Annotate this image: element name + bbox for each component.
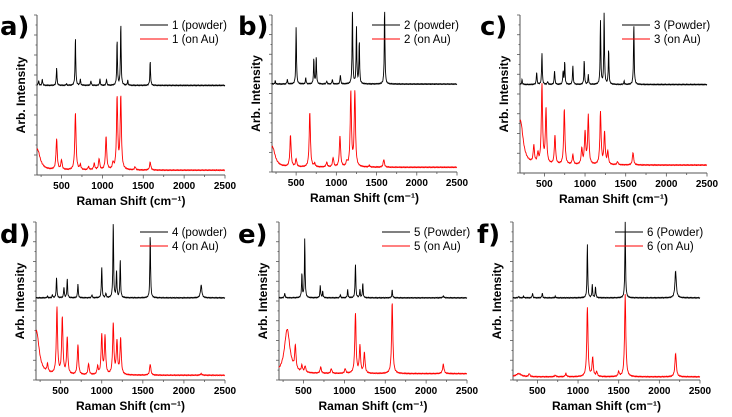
x-tick-label: 1000 xyxy=(325,178,348,189)
panel-d: d) 500 1000 1500 2000 2500 Raman Shift (cm⁻¹) A… xyxy=(0,220,237,413)
legend-entry: 5 (on Au) xyxy=(414,241,461,253)
x-axis-title: Raman Shift (cm⁻¹) xyxy=(76,194,185,208)
legend-entry: 6 (Powder) xyxy=(647,227,703,239)
x-tick-label: 2000 xyxy=(648,386,671,397)
legend-entry: 3 (Powder) xyxy=(654,20,710,32)
panel-label: e) xyxy=(238,220,268,250)
legend-entry: 5 (Powder) xyxy=(414,227,470,239)
x-axis-title: Raman Shift (cm⁻¹) xyxy=(318,399,427,413)
x-tick-label: 2500 xyxy=(214,386,237,397)
x-tick-label: 500 xyxy=(529,386,546,397)
spectrum-line-powder xyxy=(519,12,708,86)
x-tick-label: 1500 xyxy=(374,386,397,397)
x-tick-label: 1000 xyxy=(574,179,597,190)
y-axis-title: Arb. Intensity xyxy=(497,55,511,132)
panel-b: b) 500 1000 1500 2000 2500 Raman Shift (cm⁻¹) A… xyxy=(238,11,469,205)
x-tick-label: 2000 xyxy=(173,386,196,397)
panel-label: b) xyxy=(238,12,269,42)
spectrum-line-powder xyxy=(36,25,226,87)
spectrum-line-on-au xyxy=(35,306,226,377)
x-tick-label: 1500 xyxy=(615,179,638,190)
panel-label: d) xyxy=(0,220,31,250)
y-axis-title: Arb. Intensity xyxy=(249,55,263,132)
panel-label: f) xyxy=(477,220,500,250)
legend-entry: 1 (powder) xyxy=(172,20,227,32)
x-tick-label: 500 xyxy=(288,178,305,189)
legend-entry: 2 (on Au) xyxy=(404,34,451,46)
spectrum-line-on-au xyxy=(512,294,701,379)
spectrum-line-on-au xyxy=(519,83,708,167)
x-tick-label: 2000 xyxy=(406,178,429,189)
legend-entry: 4 (powder) xyxy=(172,227,227,239)
x-tick-label: 2500 xyxy=(696,179,719,190)
x-tick-label: 2500 xyxy=(446,178,469,189)
x-axis-title: Raman Shift (cm⁻¹) xyxy=(76,399,185,413)
y-axis-title: Arb. Intensity xyxy=(256,262,270,339)
x-tick-label: 1500 xyxy=(365,178,388,189)
x-tick-label: 500 xyxy=(295,386,312,397)
legend-entry: 4 (on Au) xyxy=(172,241,219,253)
x-axis-title: Raman Shift (cm⁻¹) xyxy=(310,191,419,205)
y-axis-title: Arb. Intensity xyxy=(490,262,504,339)
x-tick-label: 2000 xyxy=(655,179,678,190)
panel-e: e) 500 1000 1500 2000 2500 Raman Shift (cm⁻¹) A… xyxy=(238,220,479,413)
panel-a: a) 500 1000 1500 2000 2500 Raman Shift (cm⁻¹) A… xyxy=(0,12,237,208)
spectrum-line-powder xyxy=(512,221,701,300)
x-tick-label: 2500 xyxy=(456,386,479,397)
x-tick-label: 2000 xyxy=(415,386,438,397)
spectrum-line-on-au xyxy=(271,90,458,169)
x-axis-title: Raman Shift (cm⁻¹) xyxy=(552,399,661,413)
x-tick-label: 500 xyxy=(53,181,70,192)
panel-label: c) xyxy=(480,12,507,42)
x-axis-title: Raman Shift (cm⁻¹) xyxy=(559,192,668,206)
x-tick-label: 1500 xyxy=(132,181,155,192)
spectrum-line-powder xyxy=(35,224,226,300)
x-tick-label: 500 xyxy=(52,386,69,397)
x-tick-label: 500 xyxy=(536,179,553,190)
panel-c: c) 500 1000 1500 2000 2500 Raman Shift (cm⁻¹) A… xyxy=(480,12,719,206)
x-tick-label: 2500 xyxy=(689,386,712,397)
legend-entry: 6 (on Au) xyxy=(647,241,694,253)
panel-f: f) 500 1000 1500 2000 2500 Raman Shift (cm⁻¹) A… xyxy=(477,220,712,413)
y-axis-title: Arb. Intensity xyxy=(13,262,27,339)
x-tick-label: 2500 xyxy=(214,181,237,192)
x-tick-label: 1500 xyxy=(132,386,155,397)
legend-entry: 2 (powder) xyxy=(404,20,459,32)
x-tick-label: 1000 xyxy=(333,386,356,397)
spectrum-line-on-au xyxy=(36,95,226,172)
legend-entry: 3 (on Au) xyxy=(654,34,701,46)
panel-label: a) xyxy=(0,12,29,42)
legend-entry: 1 (on Au) xyxy=(172,34,219,46)
spectrum-line-on-au xyxy=(278,303,468,375)
spectrum-line-powder xyxy=(278,238,468,300)
x-tick-label: 2000 xyxy=(173,181,196,192)
x-tick-label: 1500 xyxy=(608,386,631,397)
spectrum-line-powder xyxy=(271,11,458,86)
x-tick-label: 1000 xyxy=(567,386,590,397)
x-tick-label: 1000 xyxy=(91,386,114,397)
y-axis-title: Arb. Intensity xyxy=(14,56,28,133)
x-tick-label: 1000 xyxy=(91,181,114,192)
